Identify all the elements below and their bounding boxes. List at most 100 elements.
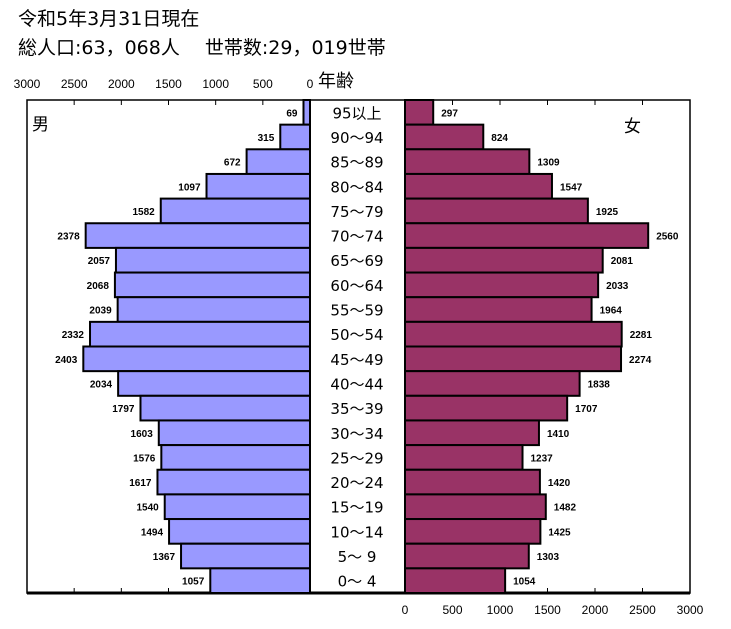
male-bar (168, 518, 311, 545)
female-value-label: 1410 (547, 429, 570, 440)
female-bar (404, 518, 542, 545)
male-bar (89, 320, 311, 348)
left-tick-label: 1000 (202, 77, 229, 91)
right-tick-label: 2000 (582, 603, 609, 617)
male-bar (157, 419, 311, 447)
age-group-label: 55～59 (330, 302, 383, 320)
right-tick-label: 2500 (629, 603, 656, 617)
female-value-label: 2281 (630, 330, 653, 341)
female-value-label: 1838 (588, 379, 611, 390)
male-value-label: 1797 (112, 404, 135, 415)
male-bar (302, 99, 311, 126)
female-bar (404, 172, 553, 200)
left-tick-label: 500 (253, 77, 273, 91)
female-bar (404, 123, 485, 151)
male-bar (163, 493, 311, 521)
male-bar (159, 197, 311, 225)
age-group-label: 85～89 (330, 154, 383, 172)
age-group-label: 80～84 (330, 178, 383, 196)
age-group-label: 45～49 (330, 351, 383, 369)
right-tick-label: 0 (402, 603, 409, 617)
female-value-label: 1309 (537, 158, 560, 169)
age-group-label: 50～54 (330, 326, 383, 344)
male-label: 男 (32, 115, 49, 135)
male-bar (209, 567, 312, 594)
age-group-label: 35～39 (330, 400, 383, 418)
male-value-label: 2332 (62, 330, 85, 341)
male-value-label: 1367 (153, 552, 176, 563)
male-bar (84, 222, 311, 249)
age-group-label: 40～44 (330, 375, 383, 393)
left-tick-label: 3000 (14, 77, 41, 91)
female-value-label: 2560 (656, 232, 679, 243)
left-tick-label: 2500 (61, 77, 88, 91)
age-group-label: 95以上 (332, 104, 381, 122)
male-bar (117, 370, 311, 397)
male-value-label: 672 (224, 158, 241, 169)
male-bar (82, 345, 311, 373)
age-group-label: 90～94 (330, 129, 383, 147)
age-group-label: 25～29 (330, 449, 383, 467)
age-group-label: 75～79 (330, 203, 383, 221)
female-value-label: 1054 (513, 577, 536, 588)
male-value-label: 2068 (87, 281, 110, 292)
female-bar (404, 394, 569, 422)
female-bar (404, 320, 623, 348)
male-value-label: 2039 (89, 306, 112, 317)
male-bar (114, 246, 312, 274)
age-axis-label: 年齢 (318, 71, 354, 92)
female-bar (404, 370, 581, 397)
population-summary: 総人口:63，068人 世帯数:29，019世帯 (18, 37, 386, 59)
left-tick-label: 0 (307, 77, 314, 91)
male-bar (156, 468, 311, 496)
male-bar (113, 271, 311, 299)
male-bar (279, 123, 312, 151)
female-bar (404, 222, 650, 249)
female-value-label: 824 (491, 133, 508, 144)
male-value-label: 1540 (136, 503, 159, 514)
female-bar (404, 246, 604, 274)
right-tick-label: 1000 (487, 603, 514, 617)
female-value-label: 1925 (596, 207, 619, 218)
date-title: 令和5年3月31日現在 (18, 8, 200, 30)
male-bar (245, 148, 311, 175)
female-value-label: 1425 (548, 527, 571, 538)
female-bar (404, 542, 530, 570)
age-group-label: 20～24 (330, 474, 383, 492)
female-bar (404, 444, 524, 471)
female-bar (404, 493, 547, 521)
male-value-label: 1057 (182, 577, 205, 588)
female-bar (404, 148, 531, 175)
left-tick-label: 1500 (155, 77, 182, 91)
male-bar (160, 444, 311, 471)
female-bar (404, 197, 589, 225)
female-value-label: 1420 (548, 478, 571, 489)
male-value-label: 1494 (141, 527, 164, 538)
male-value-label: 315 (258, 133, 275, 144)
female-bar (404, 468, 541, 496)
female-value-label: 2081 (611, 256, 634, 267)
male-bar (116, 296, 312, 323)
female-value-label: 2033 (606, 281, 629, 292)
male-value-label: 2378 (57, 232, 80, 243)
age-group-label: 0～ 4 (338, 573, 377, 591)
male-value-label: 1576 (133, 453, 156, 464)
female-bar (404, 567, 507, 594)
male-bar (205, 172, 311, 200)
female-bar (404, 99, 435, 126)
age-group-label: 65～69 (330, 252, 383, 270)
male-value-label: 2403 (55, 355, 78, 366)
right-tick-label: 500 (442, 603, 462, 617)
female-value-label: 1237 (531, 453, 554, 464)
male-bar (139, 394, 311, 422)
female-label: 女 (624, 117, 641, 137)
male-value-label: 2057 (88, 256, 111, 267)
male-value-label: 1617 (129, 478, 152, 489)
female-bar (404, 345, 623, 373)
female-value-label: 297 (441, 108, 458, 119)
female-value-label: 1964 (600, 306, 623, 317)
left-tick-label: 2000 (108, 77, 135, 91)
male-value-label: 1097 (178, 182, 201, 193)
female-bar (404, 419, 540, 447)
